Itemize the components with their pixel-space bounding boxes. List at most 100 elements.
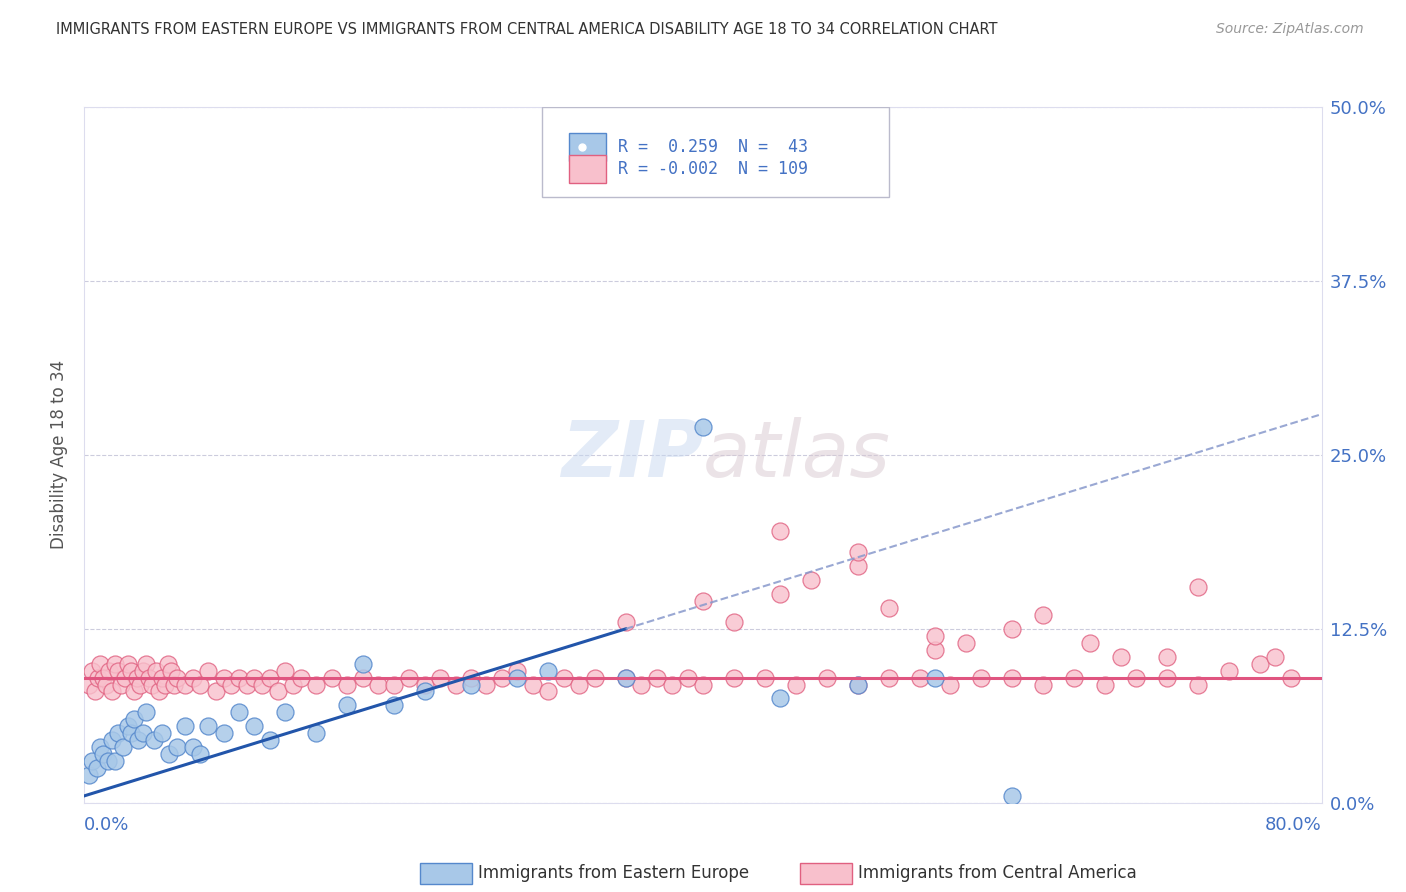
Text: atlas: atlas bbox=[703, 417, 891, 493]
Point bbox=[129, 677, 152, 691]
Point bbox=[1187, 580, 1209, 594]
Point bbox=[259, 733, 281, 747]
Point bbox=[89, 740, 111, 755]
Point bbox=[352, 657, 374, 671]
Point bbox=[970, 671, 993, 685]
Point bbox=[267, 684, 290, 698]
Point bbox=[305, 726, 328, 740]
Point bbox=[290, 671, 312, 685]
Point bbox=[174, 719, 197, 733]
Point bbox=[939, 677, 962, 691]
Point bbox=[661, 677, 683, 691]
Point bbox=[846, 677, 869, 691]
Point bbox=[89, 657, 111, 671]
Point bbox=[1001, 789, 1024, 803]
Point bbox=[77, 677, 100, 691]
Point bbox=[228, 706, 250, 720]
Point bbox=[135, 706, 157, 720]
Point bbox=[1109, 649, 1132, 664]
Point bbox=[846, 545, 869, 559]
Point bbox=[460, 671, 482, 685]
Point bbox=[236, 677, 259, 691]
Point bbox=[98, 664, 121, 678]
Point bbox=[150, 671, 173, 685]
Point bbox=[107, 664, 129, 678]
Point bbox=[153, 677, 176, 691]
Point bbox=[692, 420, 714, 434]
Point bbox=[107, 726, 129, 740]
Point bbox=[676, 671, 699, 685]
Point bbox=[212, 726, 235, 740]
Point bbox=[132, 726, 155, 740]
Point bbox=[181, 671, 204, 685]
Text: ZIP: ZIP bbox=[561, 417, 703, 493]
Point bbox=[77, 768, 100, 782]
Text: R =  0.259  N =  43: R = 0.259 N = 43 bbox=[617, 137, 807, 156]
Point bbox=[243, 671, 266, 685]
Point bbox=[1249, 657, 1271, 671]
Point bbox=[156, 657, 179, 671]
Point bbox=[104, 657, 127, 671]
Point bbox=[87, 671, 110, 685]
Point bbox=[754, 671, 776, 685]
Point bbox=[352, 671, 374, 685]
Point bbox=[132, 664, 155, 678]
Point bbox=[117, 719, 139, 733]
Text: Source: ZipAtlas.com: Source: ZipAtlas.com bbox=[1216, 22, 1364, 37]
Point bbox=[367, 677, 389, 691]
Point bbox=[1094, 677, 1116, 691]
Point bbox=[114, 671, 136, 685]
Point bbox=[305, 677, 328, 691]
Point bbox=[101, 684, 124, 698]
Point bbox=[122, 684, 145, 698]
Point bbox=[135, 657, 157, 671]
Point bbox=[475, 677, 498, 691]
Point bbox=[212, 671, 235, 685]
Point bbox=[382, 698, 405, 713]
Point bbox=[924, 629, 946, 643]
Point bbox=[197, 719, 219, 733]
Point bbox=[645, 671, 668, 685]
Point bbox=[122, 712, 145, 726]
Point bbox=[181, 740, 204, 755]
Point bbox=[101, 733, 124, 747]
Point bbox=[614, 615, 637, 629]
Point bbox=[1156, 649, 1178, 664]
Point bbox=[120, 664, 142, 678]
Point bbox=[143, 733, 166, 747]
Point bbox=[723, 671, 745, 685]
Point bbox=[283, 677, 305, 691]
Text: 0.0%: 0.0% bbox=[84, 816, 129, 834]
Point bbox=[522, 677, 544, 691]
Point bbox=[614, 671, 637, 685]
Point bbox=[1001, 671, 1024, 685]
Point bbox=[568, 677, 591, 691]
Point bbox=[160, 664, 183, 678]
Text: 80.0%: 80.0% bbox=[1265, 816, 1322, 834]
Point bbox=[800, 573, 823, 587]
Point bbox=[506, 671, 529, 685]
Point bbox=[141, 677, 163, 691]
Point bbox=[583, 671, 606, 685]
Point bbox=[336, 677, 359, 691]
Point bbox=[84, 684, 107, 698]
Point bbox=[166, 740, 188, 755]
Point bbox=[94, 677, 117, 691]
Point bbox=[413, 677, 436, 691]
Point bbox=[877, 601, 900, 615]
Point bbox=[846, 559, 869, 574]
Point bbox=[1279, 671, 1302, 685]
Point bbox=[91, 747, 114, 761]
Point bbox=[321, 671, 343, 685]
Point bbox=[1063, 671, 1085, 685]
Point bbox=[112, 740, 135, 755]
Point bbox=[128, 733, 150, 747]
Point bbox=[491, 671, 513, 685]
Point bbox=[97, 754, 120, 768]
Point bbox=[460, 677, 482, 691]
Point bbox=[815, 671, 838, 685]
Point bbox=[163, 677, 186, 691]
Point bbox=[159, 747, 181, 761]
Point bbox=[197, 664, 219, 678]
Point bbox=[91, 671, 114, 685]
